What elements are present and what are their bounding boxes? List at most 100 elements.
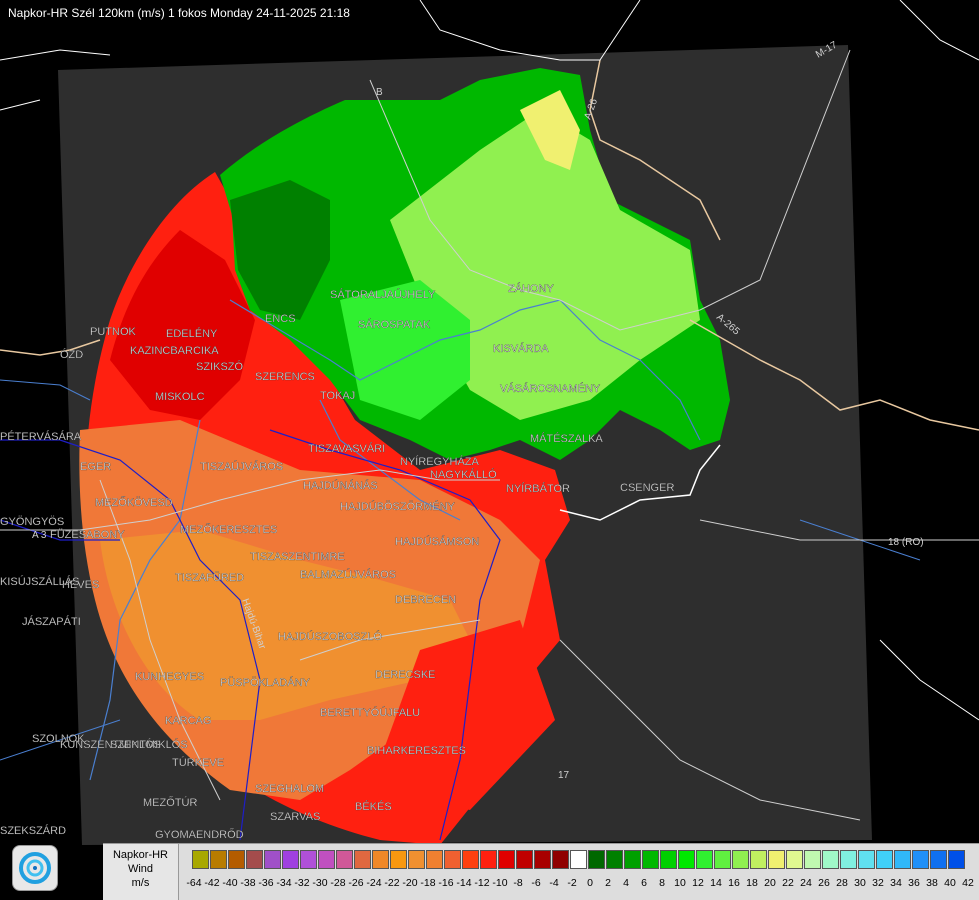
radar-echo-dark-green [230, 180, 330, 320]
city-label: PÜSPÖKLADÁNY [220, 676, 311, 689]
city-label: GYOMAENDRŐD [155, 827, 244, 841]
legend-tick-label: -64 [186, 877, 202, 889]
road-label: 18 (RO) [888, 537, 924, 548]
legend-tick-label: -10 [492, 877, 508, 889]
city-label: SZEGHALOM [255, 783, 324, 795]
legend-swatch [336, 850, 353, 869]
legend-tick-label: 12 [692, 877, 704, 889]
legend-tick-label: -4 [549, 877, 559, 889]
city-label: KARCAG [165, 715, 211, 727]
legend-swatch [300, 850, 317, 869]
city-label: EGER [80, 461, 111, 473]
legend-swatch [570, 850, 587, 869]
roads [0, 49, 979, 821]
legend-swatch [894, 850, 911, 869]
legend-tick-label: -42 [204, 877, 220, 889]
city-label: SZARVAS [270, 811, 320, 823]
city-label: DEBRECEN [395, 594, 456, 606]
county-lines [0, 429, 501, 841]
legend-ticks: -64 -42 -40 -38 -36 -34 -32 -30 -28 -26 -24 -22 -20-… [185, 877, 977, 891]
legend-swatch [876, 850, 893, 869]
legend-swatch [822, 850, 839, 869]
city-label: HAJDÚSZOBOSZLÓ [278, 630, 382, 643]
city-label: SZERENCS [255, 371, 315, 383]
city-label: KUNSZENTMIKLÓS [60, 738, 161, 751]
city-label: NYÍREGYHÁZA [400, 455, 480, 468]
legend-tick-label: 42 [962, 877, 974, 889]
city-label: MEZŐTÚR [143, 795, 197, 809]
city-label: DERECSKE [375, 669, 436, 681]
city-label: VÁSÁROSNAMÉNY [500, 382, 601, 395]
legend-tick-label: -6 [531, 877, 541, 889]
legend-tick-label: 2 [605, 877, 611, 889]
legend-swatch [948, 850, 965, 869]
radar-echo-light-orange [100, 530, 470, 720]
city-label: SÁROSPATAK [358, 318, 431, 331]
swirl-icon [19, 852, 51, 884]
legend-tick-label: -40 [222, 877, 238, 889]
map-title: Napkor-HR Szél 120km (m/s) 1 fokos Monda… [8, 6, 350, 20]
city-label: KISÚJSZÁLLÁS [0, 575, 79, 588]
legend-tick-label: -22 [384, 877, 400, 889]
legend-swatch [390, 850, 407, 869]
city-label: TISZASZENTIMRE [250, 551, 345, 563]
legend-tick-label: 28 [836, 877, 848, 889]
legend-tick-label: -8 [513, 877, 523, 889]
legend-tick-label: 22 [782, 877, 794, 889]
legend-tick-label: -18 [420, 877, 436, 889]
legend-swatch [426, 850, 443, 869]
legend-swatch [354, 850, 371, 869]
legend-swatch [372, 850, 389, 869]
city-label: NAGYKÁLLÓ [430, 468, 497, 481]
legend-tick-label: 4 [623, 877, 629, 889]
legend-swatch [282, 850, 299, 869]
legend-swatch [264, 850, 281, 869]
legend-tick-label: 26 [818, 877, 830, 889]
legend-swatch [534, 850, 551, 869]
legend-swatch [930, 850, 947, 869]
city-label: SZOLNOK [32, 733, 85, 745]
city-label: MÁTÉSZALKA [530, 432, 603, 445]
city-label: MISKOLC [155, 391, 205, 403]
radar-echo-bright-green [340, 280, 470, 420]
legend-tick-label: 40 [944, 877, 956, 889]
country-border-ro [559, 444, 721, 521]
legend-swatch [588, 850, 605, 869]
city-label: TÚRKEVE [172, 756, 224, 769]
city-label: GYÖNGYÖS [0, 516, 64, 528]
city-label: CSENGER [620, 482, 674, 494]
city-label: SZENTMIKLÓS [110, 738, 188, 751]
legend-tick-label: -34 [276, 877, 292, 889]
legend-swatch [624, 850, 641, 869]
legend-swatch [678, 850, 695, 869]
legend-swatch [318, 850, 335, 869]
legend-tick-label: 24 [800, 877, 812, 889]
city-label: TOKAJ [320, 390, 355, 402]
city-label: KUNHEGYES [135, 671, 204, 683]
legend-swatch [462, 850, 479, 869]
legend-swatch [804, 850, 821, 869]
city-label: BALMAZÚJVÁROS [300, 568, 396, 581]
city-label: ZÁHONY [508, 282, 555, 295]
city-label: SZIKSZÓ [196, 360, 244, 373]
city-label: TISZAFÜRED [175, 572, 244, 584]
legend-tick-label: 38 [926, 877, 938, 889]
legend-swatch [408, 850, 425, 869]
city-label: BÉKÉS [355, 800, 392, 813]
napkor-logo [12, 845, 58, 891]
legend-swatch [642, 850, 659, 869]
legend-tick-label: -38 [240, 877, 256, 889]
legend-tick-label: 8 [659, 877, 665, 889]
legend-tick-label: 18 [746, 877, 758, 889]
road-label: 17 [558, 770, 570, 781]
city-label: JÁSZAPÁTI [22, 615, 81, 628]
city-label: PÉTERVÁSÁRA [0, 430, 82, 443]
legend-tick-label: -24 [366, 877, 382, 889]
legend-swatch [786, 850, 803, 869]
legend-tick-label: 34 [890, 877, 902, 889]
legend-swatch [732, 850, 749, 869]
legend-swatch [210, 850, 227, 869]
radar-echo-yellow [520, 90, 580, 170]
legend-tick-label: -30 [312, 877, 328, 889]
